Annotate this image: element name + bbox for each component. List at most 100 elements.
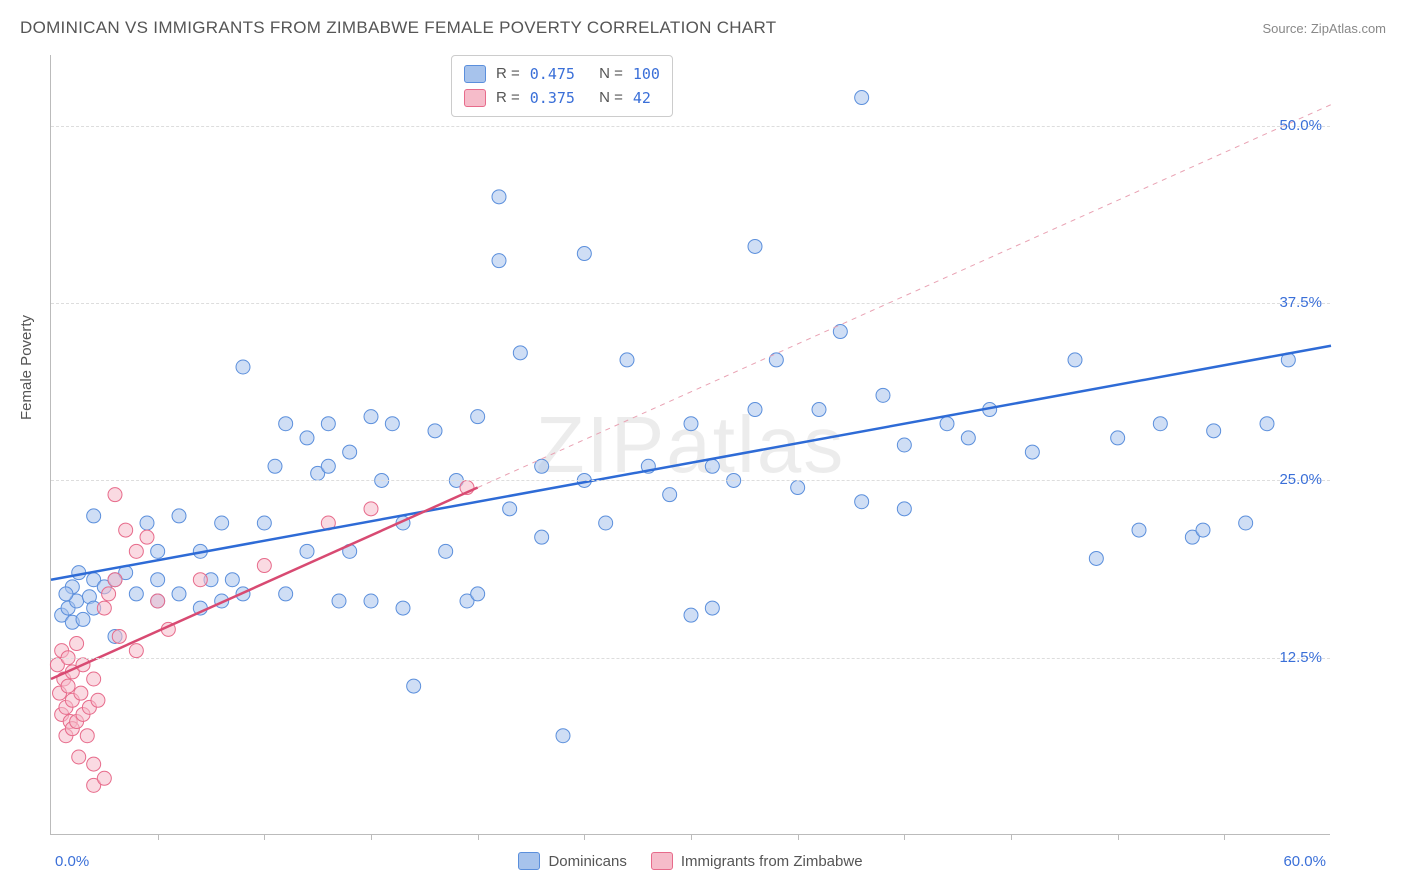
data-point xyxy=(1068,353,1082,367)
swatch-pink xyxy=(464,89,486,107)
legend-stats-row: R = 0.375 N = 42 xyxy=(464,86,660,110)
n-label: N = xyxy=(599,86,623,110)
data-point xyxy=(599,516,613,530)
data-point xyxy=(151,573,165,587)
n-label: N = xyxy=(599,62,623,86)
data-point xyxy=(59,587,73,601)
swatch-blue xyxy=(464,65,486,83)
data-point xyxy=(112,629,126,643)
source-attribution: Source: ZipAtlas.com xyxy=(1262,21,1386,36)
data-point xyxy=(279,587,293,601)
data-point xyxy=(172,587,186,601)
data-point xyxy=(87,757,101,771)
x-tick xyxy=(1011,834,1012,840)
data-point xyxy=(396,601,410,615)
data-point xyxy=(268,459,282,473)
swatch-blue xyxy=(518,852,540,870)
x-tick xyxy=(904,834,905,840)
y-tick-label: 37.5% xyxy=(1279,294,1322,311)
data-point xyxy=(855,91,869,105)
data-point xyxy=(140,516,154,530)
data-point xyxy=(1196,523,1210,537)
gridline xyxy=(51,658,1330,659)
data-point xyxy=(503,502,517,516)
data-point xyxy=(97,771,111,785)
legend-label: Immigrants from Zimbabwe xyxy=(681,853,863,870)
data-point xyxy=(215,516,229,530)
data-point xyxy=(1239,516,1253,530)
data-point xyxy=(663,488,677,502)
data-point xyxy=(428,424,442,438)
data-point xyxy=(535,530,549,544)
gridline xyxy=(51,126,1330,127)
data-point xyxy=(812,403,826,417)
data-point xyxy=(108,573,122,587)
y-tick-label: 25.0% xyxy=(1279,471,1322,488)
data-point xyxy=(91,693,105,707)
data-point xyxy=(140,530,154,544)
data-point xyxy=(1089,551,1103,565)
data-point xyxy=(705,459,719,473)
data-point xyxy=(97,601,111,615)
data-point xyxy=(70,637,84,651)
data-point xyxy=(300,544,314,558)
data-point xyxy=(855,495,869,509)
data-point xyxy=(577,247,591,261)
data-point xyxy=(129,587,143,601)
gridline xyxy=(51,480,1330,481)
y-tick-label: 12.5% xyxy=(1279,649,1322,666)
data-point xyxy=(876,388,890,402)
data-point xyxy=(471,587,485,601)
legend-item: Dominicans xyxy=(518,852,626,870)
x-tick xyxy=(158,834,159,840)
legend-item: Immigrants from Zimbabwe xyxy=(651,852,863,870)
data-point xyxy=(129,644,143,658)
data-point xyxy=(439,544,453,558)
data-point xyxy=(279,417,293,431)
gridline xyxy=(51,303,1330,304)
data-point xyxy=(364,502,378,516)
data-point xyxy=(129,544,143,558)
chart-title: DOMINICAN VS IMMIGRANTS FROM ZIMBABWE FE… xyxy=(20,18,776,38)
data-point xyxy=(769,353,783,367)
x-min-label: 0.0% xyxy=(55,853,89,870)
data-point xyxy=(87,509,101,523)
data-point xyxy=(1207,424,1221,438)
data-point xyxy=(87,672,101,686)
r-label: R = xyxy=(496,86,520,110)
legend-stats: R = 0.475 N = 100 R = 0.375 N = 42 xyxy=(451,55,673,117)
data-point xyxy=(108,488,122,502)
data-point xyxy=(897,438,911,452)
plot-area: ZIPatlas R = 0.475 N = 100 R = 0.375 N =… xyxy=(50,55,1330,835)
data-point xyxy=(492,190,506,204)
data-point xyxy=(193,573,207,587)
x-tick xyxy=(584,834,585,840)
data-point xyxy=(257,559,271,573)
n-value: 42 xyxy=(633,86,651,110)
data-point xyxy=(321,459,335,473)
data-point xyxy=(748,403,762,417)
r-value: 0.375 xyxy=(530,86,575,110)
y-tick-label: 50.0% xyxy=(1279,117,1322,134)
x-tick xyxy=(264,834,265,840)
x-tick xyxy=(371,834,372,840)
data-point xyxy=(172,509,186,523)
data-point xyxy=(151,594,165,608)
legend-series: Dominicans Immigrants from Zimbabwe xyxy=(51,852,1330,870)
data-point xyxy=(897,502,911,516)
data-point xyxy=(364,594,378,608)
data-point xyxy=(961,431,975,445)
data-point xyxy=(321,417,335,431)
data-point xyxy=(119,523,133,537)
data-point xyxy=(492,254,506,268)
x-tick xyxy=(478,834,479,840)
data-point xyxy=(940,417,954,431)
data-point xyxy=(332,594,346,608)
data-point xyxy=(80,729,94,743)
data-point xyxy=(556,729,570,743)
data-point xyxy=(684,417,698,431)
data-point xyxy=(74,686,88,700)
y-axis-label: Female Poverty xyxy=(18,315,35,420)
x-tick xyxy=(1118,834,1119,840)
swatch-pink xyxy=(651,852,673,870)
